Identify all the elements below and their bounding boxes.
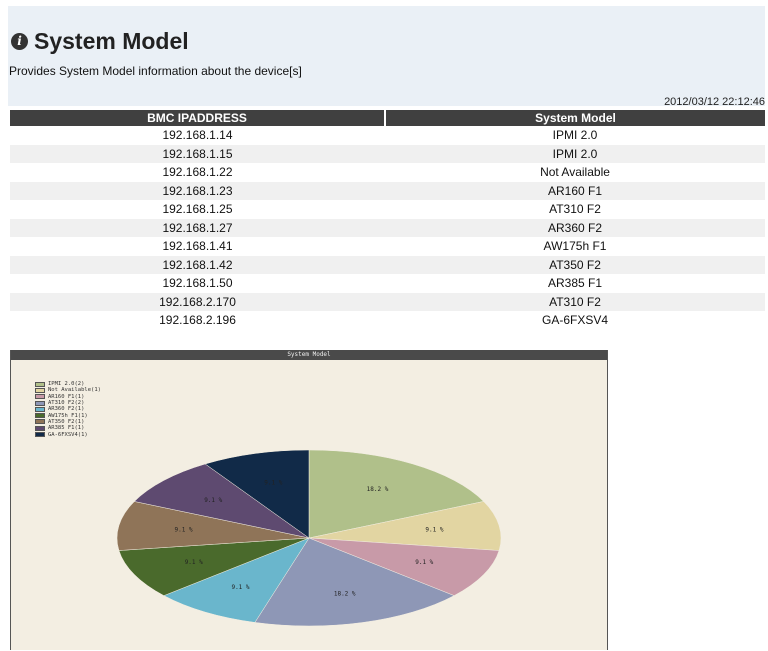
- legend-item: AT350 F2(1): [35, 419, 101, 425]
- cell-system-model: AR160 F1: [385, 181, 765, 200]
- cell-ipaddress: 192.168.1.41: [162, 239, 233, 254]
- cell-ipaddress: 192.168.1.50: [162, 276, 233, 291]
- chart-title: System Model: [11, 350, 607, 360]
- pie-slice-label: 9.1 %: [264, 479, 282, 486]
- legend-label: IPMI 2.0(2): [48, 381, 85, 388]
- pie-slice-label: 9.1 %: [425, 527, 443, 534]
- legend-label: AR385 F1(1): [48, 425, 85, 432]
- cell-system-model: AT310 F2: [549, 202, 601, 217]
- pie-slice: [204, 449, 310, 539]
- table-row[interactable]: 192.168.2.170 AT310 F2: [10, 292, 765, 311]
- legend-label: AW175h F1(1): [48, 412, 88, 419]
- legend-swatch: [35, 432, 45, 438]
- legend-swatch: [35, 381, 45, 387]
- legend-swatch: [35, 400, 45, 406]
- table-header-row: BMC IPADDRESS System Model: [10, 110, 765, 126]
- pie-slice: [118, 537, 310, 596]
- legend-item: AR385 F1(1): [35, 425, 101, 431]
- table-row[interactable]: 192.168.1.15 IPMI 2.0: [10, 144, 765, 163]
- table-row[interactable]: 192.168.1.41 AW175h F1: [10, 237, 765, 256]
- legend-item: IPMI 2.0(2): [35, 381, 101, 387]
- table-row[interactable]: 192.168.1.27 AR360 F2: [10, 218, 765, 237]
- pie-slice-label: 18.2 %: [367, 486, 389, 493]
- legend-swatch: [35, 387, 45, 393]
- pie-slice-label: 9.1 %: [231, 584, 249, 591]
- cell-ipaddress: 192.168.2.170: [10, 292, 385, 311]
- cell-ipaddress: 192.168.1.23: [10, 181, 385, 200]
- legend-swatch: [35, 406, 45, 412]
- legend-label: AT310 F2(2): [48, 400, 85, 407]
- column-header-ipaddress[interactable]: BMC IPADDRESS: [10, 110, 386, 126]
- pie-slice-label: 9.1 %: [175, 527, 193, 534]
- table-row[interactable]: 192.168.1.14 IPMI 2.0: [10, 126, 765, 145]
- pie-slice: [163, 537, 310, 623]
- table-row[interactable]: 192.168.1.42 AT350 F2: [10, 255, 765, 274]
- legend-label: AR360 F2(1): [48, 406, 85, 413]
- legend-label: Not Available(1): [48, 387, 101, 394]
- legend-swatch: [35, 425, 45, 431]
- pie-slice: [116, 501, 310, 551]
- pie-slice-label: 18.2 %: [334, 591, 356, 598]
- timestamp: 2012/03/12 22:12:46: [664, 96, 765, 108]
- pie-slice: [133, 463, 310, 539]
- cell-system-model: AT350 F2: [385, 255, 765, 274]
- pie-slice: [254, 537, 455, 627]
- legend-item: AT310 F2(2): [35, 400, 101, 406]
- legend-item: AW175h F1(1): [35, 412, 101, 419]
- legend-label: AR160 F1(1): [48, 393, 85, 400]
- info-icon: i: [11, 33, 28, 50]
- pie-svg: 18.2 % 9.1 % 9.1 % 18.2 % 9.1 % 9.1 % 9.1 % 9.1…: [116, 449, 502, 627]
- pie-slice-label: 9.1 %: [415, 559, 433, 566]
- title-row: i System Model: [11, 28, 189, 55]
- legend-item: GA-6FXSV4(1): [35, 431, 101, 438]
- legend-label: AT350 F2(1): [48, 418, 85, 425]
- cell-system-model: AT310 F2: [385, 292, 765, 311]
- table-row[interactable]: 192.168.1.50 AR385 F1: [10, 274, 765, 293]
- cell-ipaddress: 192.168.1.27: [10, 218, 385, 237]
- page-header: i System Model Provides System Model inf…: [8, 6, 765, 106]
- column-header-system-model[interactable]: System Model: [385, 110, 765, 126]
- pie-slice: [308, 537, 500, 596]
- table-row[interactable]: 192.168.2.196 GA-6FXSV4: [10, 311, 765, 330]
- cell-ipaddress: 192.168.1.14: [162, 128, 233, 143]
- system-model-pie-chart: System Model 18.2 % 9.1 % 9.1 % 18.2 % 9.1 %…: [10, 350, 608, 650]
- table-row[interactable]: 192.168.1.22 Not Available: [10, 163, 765, 182]
- table-row[interactable]: 192.168.1.23 AR160 F1: [10, 181, 765, 200]
- table-row[interactable]: 192.168.1.25 AT310 F2: [10, 200, 765, 219]
- pie-slice: [308, 449, 485, 539]
- cell-ipaddress: 192.168.1.15: [10, 144, 385, 163]
- cell-ipaddress: 192.168.1.22: [162, 165, 233, 180]
- cell-system-model: AR360 F2: [385, 218, 765, 237]
- cell-system-model: IPMI 2.0: [552, 128, 598, 143]
- legend-swatch: [35, 419, 45, 425]
- legend-item: Not Available(1): [35, 387, 101, 393]
- legend-item: AR160 F1(1): [35, 394, 101, 400]
- page-subtitle: Provides System Model information about …: [9, 64, 302, 78]
- cell-system-model: AR385 F1: [547, 276, 603, 291]
- cell-ipaddress: 192.168.1.42: [10, 255, 385, 274]
- legend-label: GA-6FXSV4(1): [48, 431, 88, 438]
- cell-system-model: GA-6FXSV4: [541, 313, 609, 328]
- cell-system-model: IPMI 2.0: [385, 144, 765, 163]
- legend-swatch: [35, 394, 45, 400]
- pie-slice: [308, 501, 502, 551]
- cell-ipaddress: 192.168.2.196: [159, 313, 236, 328]
- pie-slice-label: 9.1 %: [204, 497, 222, 504]
- legend-item: AR360 F2(1): [35, 406, 101, 412]
- chart-legend: IPMI 2.0(2) Not Available(1) AR160 F1(1) AT…: [35, 381, 101, 438]
- pie-slice-label: 9.1 %: [185, 559, 203, 566]
- system-model-table: BMC IPADDRESS System Model 192.168.1.14 I…: [10, 110, 765, 330]
- cell-system-model: AW175h F1: [543, 239, 607, 254]
- page-title: System Model: [34, 28, 189, 54]
- cell-ipaddress: 192.168.1.25: [162, 202, 233, 217]
- legend-swatch: [35, 413, 45, 419]
- cell-system-model: Not Available: [540, 165, 610, 180]
